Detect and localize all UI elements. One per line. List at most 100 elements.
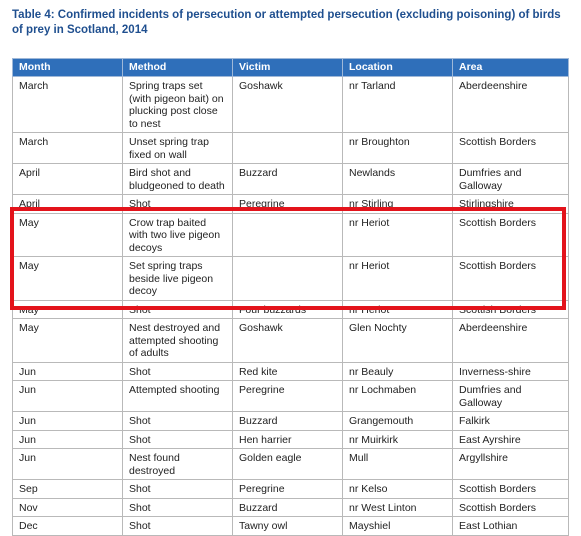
cell-method: Shot	[122, 516, 233, 536]
table-row: May Nest destroyed and attempted shootin…	[12, 318, 569, 363]
header-method: Method	[122, 58, 233, 77]
cell-victim: Goshawk	[232, 76, 343, 133]
cell-area: Dumfries and Galloway	[452, 163, 569, 195]
table-row: April Bird shot and bludgeoned to death …	[12, 163, 569, 195]
cell-location: Grangemouth	[342, 411, 453, 431]
cell-month: May	[12, 212, 123, 257]
cell-area: Scottish Borders	[452, 299, 569, 319]
table-row: April Shot Peregrine nr Stirling Stirlin…	[12, 194, 569, 214]
cell-victim: Goshawk	[232, 318, 343, 363]
cell-area: Scottish Borders	[452, 256, 569, 301]
cell-method: Unset spring trap fixed on wall	[122, 132, 233, 164]
cell-location: nr Stirling	[342, 194, 453, 214]
persecution-table: Month Method Victim Location Area March …	[12, 58, 569, 536]
cell-location: nr Tarland	[342, 76, 453, 133]
cell-victim: Buzzard	[232, 163, 343, 195]
cell-location: nr Beauly	[342, 361, 453, 381]
header-location: Location	[342, 58, 453, 77]
cell-location: Glen Nochty	[342, 318, 453, 363]
cell-method: Bird shot and bludgeoned to death	[122, 163, 233, 195]
cell-victim: Tawny owl	[232, 516, 343, 536]
table-title: Table 4: Confirmed incidents of persecut…	[12, 9, 561, 36]
cell-victim: Peregrine	[232, 380, 343, 412]
cell-month: May	[12, 318, 123, 363]
cell-victim: Peregrine	[232, 194, 343, 214]
cell-victim	[232, 256, 343, 301]
cell-method: Nest destroyed and attempted shooting of…	[122, 318, 233, 363]
table-header-row: Month Method Victim Location Area	[12, 58, 569, 77]
cell-month: Dec	[12, 516, 123, 536]
cell-month: Jun	[12, 361, 123, 381]
table-row: Jun Shot Hen harrier nr Muirkirk East Ay…	[12, 429, 569, 449]
cell-area: Scottish Borders	[452, 212, 569, 257]
cell-method: Crow trap baited with two live pigeon de…	[122, 212, 233, 257]
table-row: March Unset spring trap fixed on wall nr…	[12, 132, 569, 164]
cell-month: Jun	[12, 448, 123, 480]
cell-month: Jun	[12, 380, 123, 412]
cell-location: nr Muirkirk	[342, 429, 453, 449]
cell-location: nr Kelso	[342, 479, 453, 499]
table-row: Jun Shot Red kite nr Beauly Inverness-sh…	[12, 361, 569, 381]
cell-method: Spring traps set (with pigeon bait) on p…	[122, 76, 233, 133]
cell-method: Set spring traps beside live pigeon deco…	[122, 256, 233, 301]
cell-month: March	[12, 132, 123, 164]
cell-area: Scottish Borders	[452, 479, 569, 499]
cell-location: nr Heriot	[342, 299, 453, 319]
cell-method: Shot	[122, 194, 233, 214]
cell-location: nr Lochmaben	[342, 380, 453, 412]
cell-month: Nov	[12, 497, 123, 517]
table-row: Sep Shot Peregrine nr Kelso Scottish Bor…	[12, 479, 569, 499]
cell-month: Jun	[12, 411, 123, 431]
cell-method: Shot	[122, 479, 233, 499]
cell-victim: Hen harrier	[232, 429, 343, 449]
cell-victim	[232, 132, 343, 164]
cell-victim: Red kite	[232, 361, 343, 381]
cell-month: Jun	[12, 429, 123, 449]
header-month: Month	[12, 58, 123, 77]
cell-victim: Buzzard	[232, 411, 343, 431]
cell-month: May	[12, 256, 123, 301]
table-row: May Shot Four buzzards nr Heriot Scottis…	[12, 299, 569, 319]
cell-method: Shot	[122, 299, 233, 319]
cell-method: Nest found destroyed	[122, 448, 233, 480]
table-row: Jun Nest found destroyed Golden eagle Mu…	[12, 448, 569, 480]
cell-area: East Ayrshire	[452, 429, 569, 449]
cell-victim	[232, 212, 343, 257]
cell-month: April	[12, 194, 123, 214]
cell-location: nr West Linton	[342, 497, 453, 517]
cell-area: Stirlingshire	[452, 194, 569, 214]
cell-month: March	[12, 76, 123, 133]
cell-method: Shot	[122, 361, 233, 381]
table-row: Jun Shot Buzzard Grangemouth Falkirk	[12, 411, 569, 431]
cell-method: Shot	[122, 411, 233, 431]
cell-victim: Peregrine	[232, 479, 343, 499]
cell-area: Aberdeenshire	[452, 318, 569, 363]
cell-victim: Four buzzards	[232, 299, 343, 319]
cell-location: Mayshiel	[342, 516, 453, 536]
cell-method: Shot	[122, 497, 233, 517]
table-row: Jun Attempted shooting Peregrine nr Loch…	[12, 380, 569, 412]
cell-area: Scottish Borders	[452, 497, 569, 517]
table-row: May Set spring traps beside live pigeon …	[12, 256, 569, 301]
cell-location: Newlands	[342, 163, 453, 195]
cell-location: nr Heriot	[342, 256, 453, 301]
cell-month: April	[12, 163, 123, 195]
table-row: May Crow trap baited with two live pigeo…	[12, 212, 569, 257]
cell-victim: Golden eagle	[232, 448, 343, 480]
cell-month: May	[12, 299, 123, 319]
cell-area: Aberdeenshire	[452, 76, 569, 133]
cell-victim: Buzzard	[232, 497, 343, 517]
cell-method: Attempted shooting	[122, 380, 233, 412]
cell-method: Shot	[122, 429, 233, 449]
header-victim: Victim	[232, 58, 343, 77]
table-row: Nov Shot Buzzard nr West Linton Scottish…	[12, 497, 569, 517]
cell-area: Dumfries and Galloway	[452, 380, 569, 412]
table-row: Dec Shot Tawny owl Mayshiel East Lothian	[12, 516, 569, 536]
cell-area: Scottish Borders	[452, 132, 569, 164]
table-row: March Spring traps set (with pigeon bait…	[12, 76, 569, 133]
cell-month: Sep	[12, 479, 123, 499]
cell-area: Argyllshire	[452, 448, 569, 480]
cell-area: Inverness-shire	[452, 361, 569, 381]
cell-location: Mull	[342, 448, 453, 480]
cell-location: nr Heriot	[342, 212, 453, 257]
